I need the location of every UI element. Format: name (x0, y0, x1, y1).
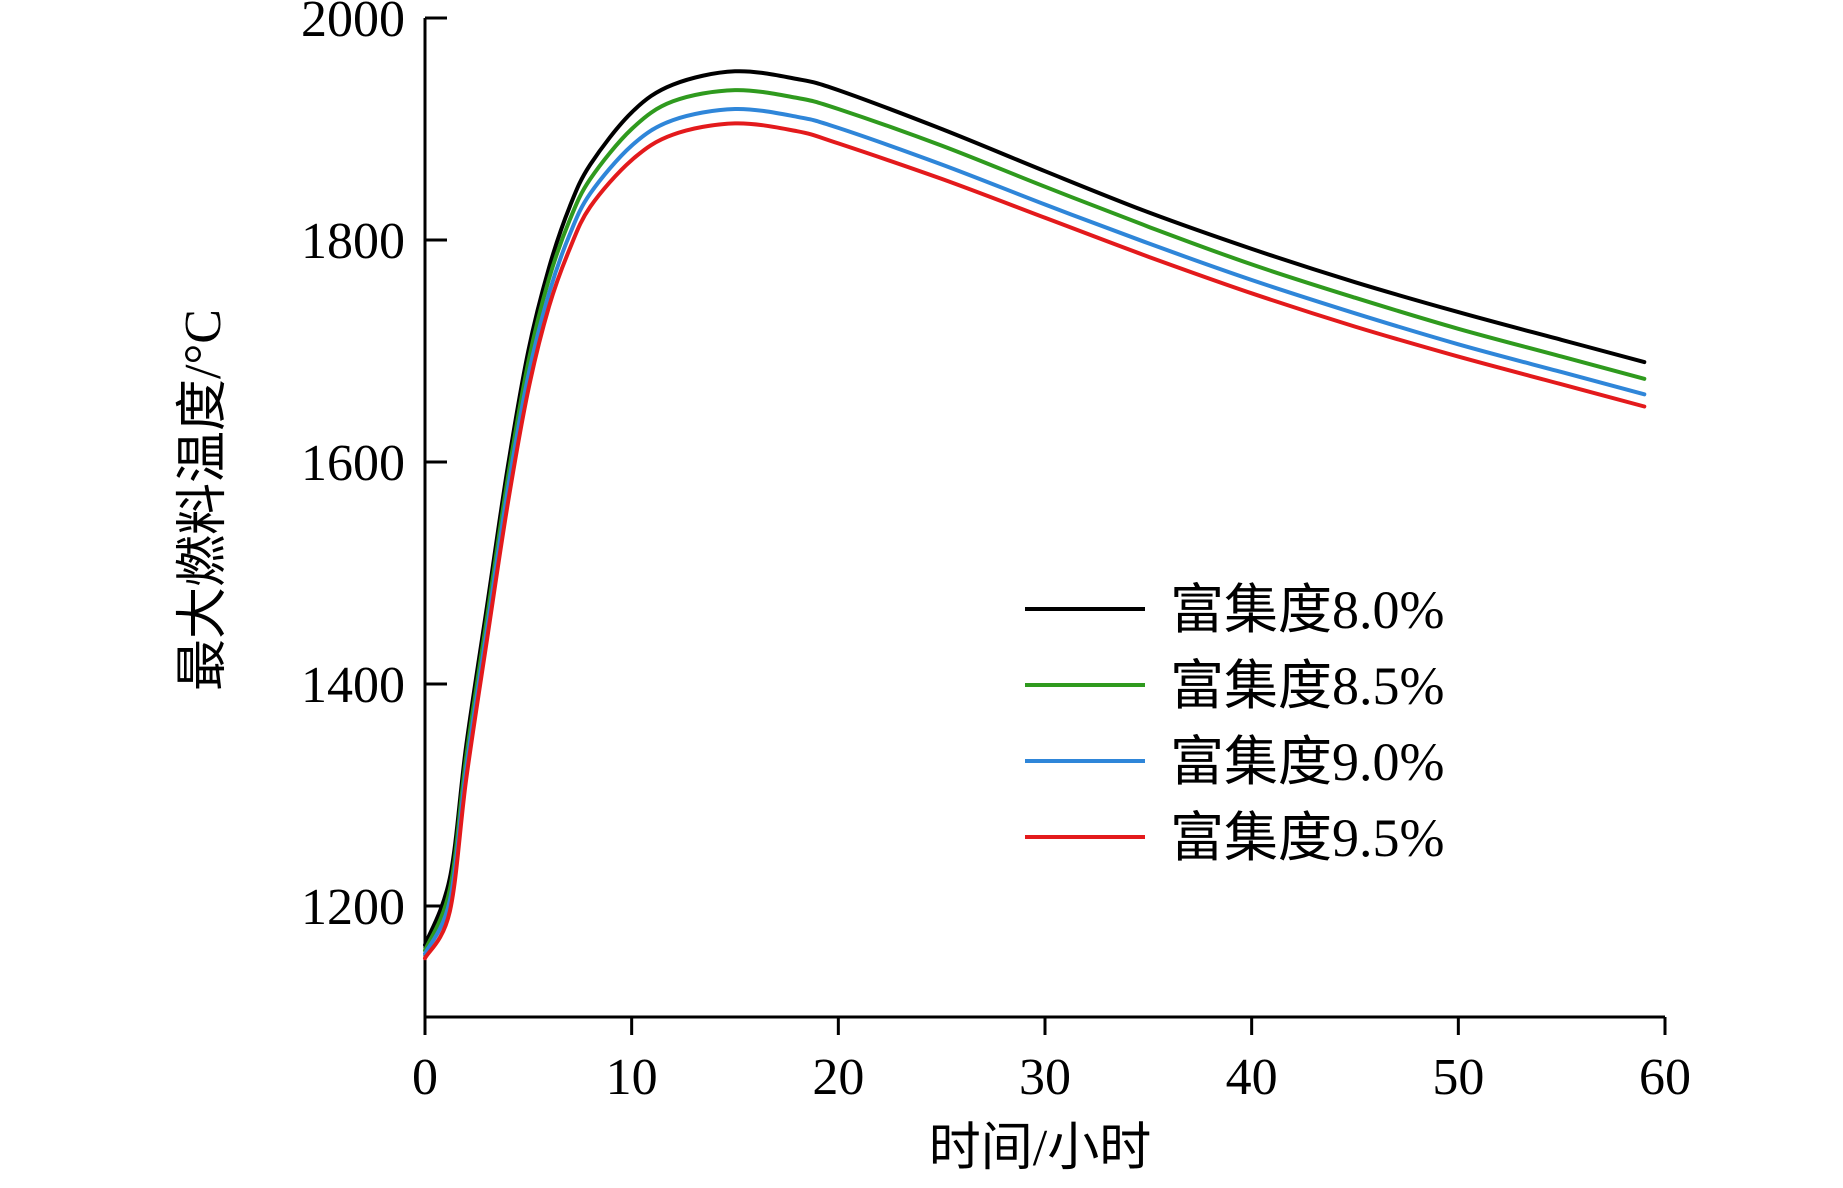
legend-label: 富集度8.5% (1170, 656, 1444, 716)
series-line-3 (423, 106, 1647, 956)
x-tick-label: 30 (1019, 1049, 1071, 1106)
x-tick-label: 0 (412, 1049, 438, 1106)
axes-layer: 0 10 20 30 40 50 60 1200 1400 1600 1800 2000 (301, 0, 1691, 1106)
legend-label: 富集度9.0% (1170, 732, 1444, 792)
legend-label: 富集度9.5% (1170, 808, 1444, 868)
series-line-4 (423, 121, 1647, 961)
series-line-2 (423, 88, 1647, 953)
series-layer (423, 69, 1647, 961)
x-tick-label: 40 (1226, 1049, 1278, 1106)
y-tick-label: 1200 (301, 879, 405, 936)
legend-label: 富集度8.0% (1170, 580, 1444, 640)
y-axis-title: 最大燃料温度/°C (175, 309, 232, 691)
legend: 富集度8.0% 富集度8.5% 富集度9.0% 富集度9.5% (1025, 580, 1444, 868)
y-tick-label: 1800 (301, 213, 405, 270)
x-tick-label: 20 (812, 1049, 864, 1106)
y-tick-label: 1400 (301, 657, 405, 714)
x-tick-label: 60 (1639, 1049, 1691, 1106)
y-tick-label: 1600 (301, 435, 405, 492)
x-tick-label: 10 (606, 1049, 658, 1106)
y-tick-label: 2000 (301, 0, 405, 48)
x-axis-title: 时间/小时 (929, 1120, 1151, 1177)
x-tick-label: 50 (1432, 1049, 1484, 1106)
